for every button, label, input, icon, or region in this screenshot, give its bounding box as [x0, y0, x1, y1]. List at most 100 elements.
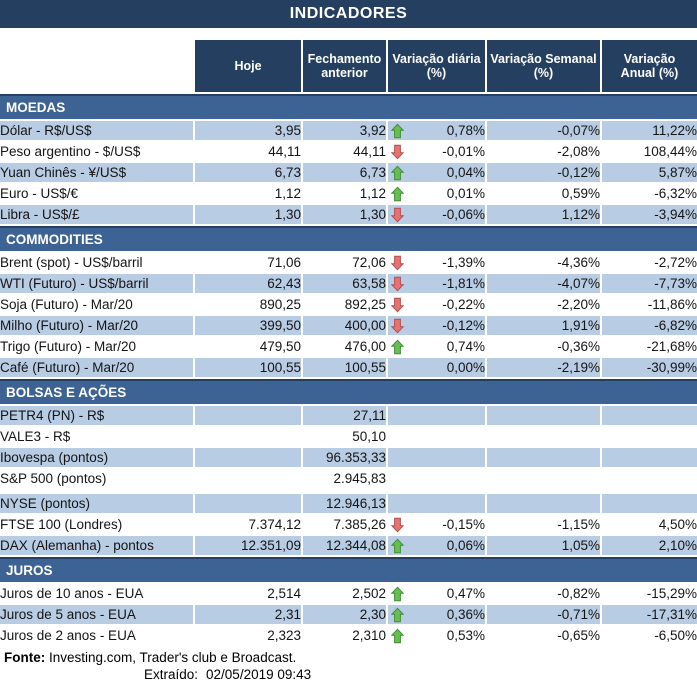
- table-row: PETR4 (PN) - R$ 27,11: [0, 406, 697, 427]
- variacao-semanal-cell: -0,36%: [487, 337, 602, 358]
- cell-value: -0,06%: [442, 207, 485, 222]
- hoje-cell: [195, 490, 303, 515]
- variacao-semanal-cell: -0,71%: [487, 605, 602, 626]
- table-row: Euro - US$/€ 1,12 1,12 0,01% 0,59% -6,32%: [0, 184, 697, 205]
- fechamento-cell: 476,00: [303, 337, 388, 358]
- table-row: Soja (Futuro) - Mar/20 890,25 892,25 -0,22%…: [0, 295, 697, 316]
- variacao-anual-cell: [602, 469, 697, 490]
- cell-value: Dólar - R$/US$: [0, 123, 92, 138]
- cell-value: -6,32%: [654, 186, 697, 201]
- cell-value: Libra - US$/£: [0, 207, 80, 222]
- variacao-diaria-cell: 0,00%: [388, 358, 487, 379]
- cell-value: 7.385,26: [333, 517, 386, 532]
- variacao-semanal-cell: 1,91%: [487, 316, 602, 337]
- cell-value: 1,30: [274, 207, 301, 222]
- hoje-cell: 3,95: [195, 121, 303, 142]
- cell-value: 2,514: [267, 586, 301, 601]
- fechamento-cell: 63,58: [303, 274, 388, 295]
- variacao-diaria-cell: -0,06%: [388, 205, 487, 226]
- cell-value: 27,11: [353, 408, 386, 423]
- cell-value: -0,36%: [557, 339, 600, 354]
- cell-value: 890,25: [259, 297, 301, 312]
- cell-value: -7,73%: [654, 276, 697, 291]
- hoje-cell: 71,06: [195, 253, 303, 274]
- variacao-anual-cell: 11,22%: [602, 121, 697, 142]
- variacao-diaria-cell: 0,36%: [388, 605, 487, 626]
- cell-value: -0,12%: [557, 165, 600, 180]
- fechamento-cell: 27,11: [303, 406, 388, 427]
- cell-value: 7.374,12: [248, 517, 301, 532]
- row-label: DAX (Alemanha) - pontos: [0, 536, 195, 557]
- hoje-cell: [195, 448, 303, 469]
- cell-value: S&P 500 (pontos): [0, 471, 107, 486]
- variacao-semanal-cell: -2,08%: [487, 142, 602, 163]
- hoje-cell: 2,31: [195, 605, 303, 626]
- column-header-variacao-semanal: Variação Semanal (%): [487, 40, 602, 94]
- variacao-diaria-cell: -1,39%: [388, 253, 487, 274]
- fechamento-cell: 892,25: [303, 295, 388, 316]
- cell-value: Milho (Futuro) - Mar/20: [0, 318, 139, 333]
- cell-value: VALE3 - R$: [0, 429, 71, 444]
- hoje-cell: 479,50: [195, 337, 303, 358]
- variacao-semanal-cell: -0,82%: [487, 584, 602, 605]
- variacao-anual-cell: [602, 490, 697, 515]
- cell-value: -30,99%: [646, 360, 697, 375]
- cell-value: 2,310: [352, 628, 386, 643]
- variacao-diaria-cell: -0,12%: [388, 316, 487, 337]
- cell-value: -4,36%: [557, 255, 600, 270]
- cell-value: 1,12: [359, 186, 386, 201]
- extracted-label: Extraído:: [144, 667, 199, 682]
- variacao-diaria-cell: -0,22%: [388, 295, 487, 316]
- cell-value: 5,87%: [658, 165, 697, 180]
- variacao-diaria-cell: 0,74%: [388, 337, 487, 358]
- cell-value: 0,04%: [446, 165, 485, 180]
- variacao-anual-cell: 108,44%: [602, 142, 697, 163]
- fechamento-cell: 44,11: [303, 142, 388, 163]
- variacao-anual-cell: 4,50%: [602, 515, 697, 536]
- cell-value: 0,74%: [446, 339, 485, 354]
- cell-value: Juros de 10 anos - EUA: [0, 586, 144, 601]
- cell-value: Trigo (Futuro) - Mar/20: [0, 339, 137, 354]
- section-row: MOEDAS: [0, 94, 697, 121]
- variacao-diaria-cell: 0,01%: [388, 184, 487, 205]
- variacao-semanal-cell: -4,36%: [487, 253, 602, 274]
- cell-value: 0,78%: [446, 123, 485, 138]
- hoje-cell: 100,55: [195, 358, 303, 379]
- hoje-cell: [195, 427, 303, 448]
- up-arrow-icon: [391, 123, 404, 138]
- variacao-anual-cell: 2,10%: [602, 536, 697, 557]
- cell-value: 2,502: [352, 586, 386, 601]
- cell-value: 72,06: [352, 255, 386, 270]
- fechamento-cell: 2.945,83: [303, 469, 388, 490]
- cell-value: -0,15%: [442, 517, 485, 532]
- cell-value: 0,47%: [446, 586, 485, 601]
- row-label: Euro - US$/€: [0, 184, 195, 205]
- variacao-diaria-cell: 0,47%: [388, 584, 487, 605]
- cell-value: 4,50%: [658, 517, 697, 532]
- row-label: Ibovespa (pontos): [0, 448, 195, 469]
- section-header: JUROS: [0, 557, 697, 584]
- cell-value: 71,06: [267, 255, 301, 270]
- cell-value: 100,55: [344, 360, 386, 375]
- variacao-diaria-cell: [388, 469, 487, 490]
- variacao-diaria-cell: 0,04%: [388, 163, 487, 184]
- cell-value: -1,81%: [442, 276, 485, 291]
- table-row: Ibovespa (pontos) 96.353,33: [0, 448, 697, 469]
- source-line: Fonte: Investing.com, Trader's club e Br…: [4, 649, 697, 666]
- cell-value: -11,86%: [647, 297, 697, 312]
- fechamento-cell: 50,10: [303, 427, 388, 448]
- variacao-anual-cell: -2,72%: [602, 253, 697, 274]
- column-header-variacao-diaria: Variação diária (%): [388, 40, 487, 94]
- up-arrow-icon: [391, 586, 404, 601]
- variacao-anual-cell: -7,73%: [602, 274, 697, 295]
- variacao-diaria-cell: 0,06%: [388, 536, 487, 557]
- cell-value: 0,53%: [446, 628, 485, 643]
- variacao-semanal-cell: 1,05%: [487, 536, 602, 557]
- cell-value: 2.945,83: [333, 471, 386, 486]
- fechamento-cell: 100,55: [303, 358, 388, 379]
- row-label: PETR4 (PN) - R$: [0, 406, 195, 427]
- cell-value: 0,59%: [561, 186, 600, 201]
- source-label: Fonte:: [4, 650, 46, 665]
- variacao-diaria-cell: [388, 406, 487, 427]
- variacao-anual-cell: -6,32%: [602, 184, 697, 205]
